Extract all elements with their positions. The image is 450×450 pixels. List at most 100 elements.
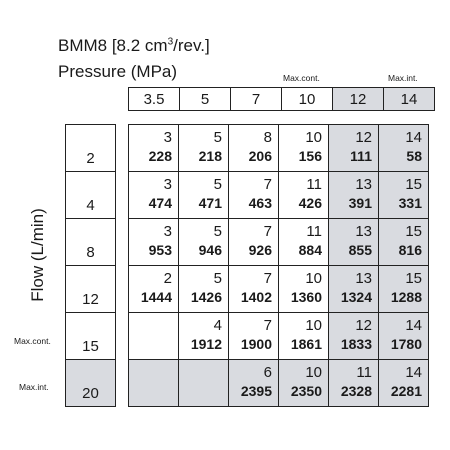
speed-value: 10 (305, 317, 322, 334)
flow-header-table: 2 4 8 12 15 20 (65, 124, 116, 407)
flow-header-cell: 20 (65, 359, 116, 407)
grid-row: 3 228 5 218 8 206 10 156 12 111 14 58 (128, 124, 429, 172)
grid-cell (128, 312, 179, 360)
grid-cell: 15 331 (378, 171, 429, 219)
max-cont-flow-label: Max.cont. (14, 336, 51, 346)
grid-row: 2 1444 5 1426 7 1402 10 1360 13 1324 15 1288 (128, 265, 429, 313)
pressure-header-row: 3.5 5 7 10 12 14 (128, 87, 435, 111)
grid-cell: 7 926 (228, 218, 279, 266)
grid-row: 3 474 5 471 7 463 11 426 13 391 15 331 (128, 171, 429, 219)
flow-header-cell: 12 (65, 265, 116, 313)
torque-value: 391 (348, 195, 372, 211)
torque-value: 218 (198, 148, 222, 164)
grid-cell: 10 156 (278, 124, 329, 172)
torque-value: 2328 (340, 383, 372, 399)
flow-axis-label: Flow (L/min) (28, 208, 47, 302)
grid-cell: 15 816 (378, 218, 429, 266)
flow-header-row: 12 (65, 265, 116, 313)
speed-value: 13 (355, 223, 372, 240)
speed-value: 5 (213, 129, 222, 146)
grid-cell: 3 953 (128, 218, 179, 266)
torque-value: 1444 (140, 289, 172, 305)
speed-value: 11 (306, 223, 322, 240)
pressure-header-cell: 3.5 (128, 87, 180, 111)
grid-cell: 5 218 (178, 124, 229, 172)
grid-cell: 13 391 (328, 171, 379, 219)
grid-row: 3 953 5 946 7 926 11 884 13 855 15 816 (128, 218, 429, 266)
torque-value: 1833 (340, 336, 372, 352)
speed-value: 14 (405, 317, 422, 334)
grid-cell: 2 1444 (128, 265, 179, 313)
flow-header-row: 20 (65, 359, 116, 407)
torque-value: 1861 (290, 336, 322, 352)
performance-grid: 3 228 5 218 8 206 10 156 12 111 14 58 3 474 5 471 7 463 11… (128, 124, 429, 407)
speed-value: 15 (405, 176, 422, 193)
speed-value: 5 (213, 223, 222, 240)
grid-cell: 14 58 (378, 124, 429, 172)
flow-header-cell: 2 (65, 124, 116, 172)
grid-cell: 5 1426 (178, 265, 229, 313)
grid-cell: 5 946 (178, 218, 229, 266)
speed-value: 7 (263, 223, 272, 240)
speed-value: 11 (356, 364, 372, 381)
flow-header-cell: 8 (65, 218, 116, 266)
flow-header-cell: 4 (65, 171, 116, 219)
flow-header-row: 15 (65, 312, 116, 360)
pressure-header-cell: 10 (281, 87, 333, 111)
grid-cell: 3 228 (128, 124, 179, 172)
grid-cell: 6 2395 (228, 359, 279, 407)
torque-value: 111 (350, 148, 372, 164)
torque-value: 926 (248, 242, 272, 258)
grid-cell: 10 2350 (278, 359, 329, 407)
speed-value: 10 (305, 364, 322, 381)
torque-value: 953 (148, 242, 172, 258)
torque-value: 816 (398, 242, 422, 258)
torque-value: 1900 (240, 336, 272, 352)
speed-value: 3 (163, 223, 172, 240)
speed-value: 13 (355, 270, 372, 287)
title-superscript: 3 (167, 36, 174, 48)
pressure-header-cell: 7 (230, 87, 282, 111)
grid-cell (178, 359, 229, 407)
speed-value: 10 (305, 270, 322, 287)
grid-cell: 10 1861 (278, 312, 329, 360)
speed-value: 15 (405, 270, 422, 287)
grid-cell: 14 1780 (378, 312, 429, 360)
flow-header-row: 2 (65, 124, 116, 172)
grid-row: 4 1912 7 1900 10 1861 12 1833 14 1780 (128, 312, 429, 360)
torque-value: 228 (148, 148, 172, 164)
speed-value: 5 (213, 176, 222, 193)
pressure-header-cell: 14 (383, 87, 435, 111)
torque-value: 2395 (240, 383, 272, 399)
torque-value: 946 (198, 242, 222, 258)
grid-cell: 7 463 (228, 171, 279, 219)
speed-value: 10 (305, 129, 322, 146)
grid-cell (128, 359, 179, 407)
torque-value: 156 (298, 148, 322, 164)
torque-value: 474 (148, 195, 172, 211)
grid-cell: 13 1324 (328, 265, 379, 313)
speed-value: 14 (405, 129, 422, 146)
grid-cell: 5 471 (178, 171, 229, 219)
torque-value: 426 (298, 195, 322, 211)
torque-value: 855 (348, 242, 372, 258)
grid-cell: 11 2328 (328, 359, 379, 407)
max-int-pressure-label: Max.int. (388, 73, 418, 83)
torque-value: 58 (406, 148, 422, 164)
torque-value: 1426 (190, 289, 222, 305)
max-cont-pressure-label: Max.cont. (283, 73, 320, 83)
grid-cell: 7 1900 (228, 312, 279, 360)
speed-value: 11 (306, 176, 322, 193)
pressure-header-cell: 12 (332, 87, 384, 111)
pressure-header-cell: 5 (179, 87, 231, 111)
torque-value: 1780 (390, 336, 422, 352)
speed-value: 5 (213, 270, 222, 287)
torque-value: 1360 (290, 289, 322, 305)
flow-header-cell: 15 (65, 312, 116, 360)
max-int-flow-label: Max.int. (19, 382, 49, 392)
speed-value: 7 (263, 270, 272, 287)
grid-row: 6 2395 10 2350 11 2328 14 2281 (128, 359, 429, 407)
pressure-header-table: 3.5 5 7 10 12 14 (128, 87, 435, 111)
grid-cell: 11 426 (278, 171, 329, 219)
title-rest: /rev.] (173, 36, 210, 55)
